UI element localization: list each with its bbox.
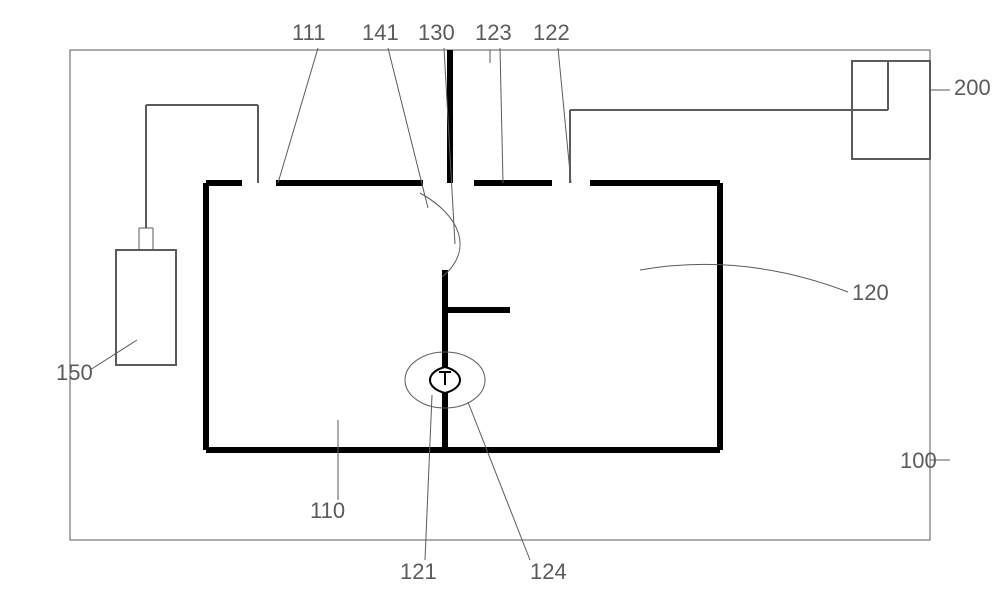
label-123: 123 <box>475 20 512 45</box>
label-141: 141 <box>362 20 399 45</box>
label-124: 124 <box>530 559 567 584</box>
label-120: 120 <box>852 280 889 305</box>
label-111: 111 <box>292 20 325 45</box>
leader-124 <box>468 402 530 560</box>
leader-111 <box>278 48 318 183</box>
label-200: 200 <box>954 75 991 100</box>
label-121: 121 <box>400 559 437 584</box>
label-130: 130 <box>418 20 455 45</box>
label-150: 150 <box>56 360 93 385</box>
valve-arc-right <box>445 367 460 393</box>
outer-frame-100 <box>70 50 930 540</box>
label-100: 100 <box>900 448 937 473</box>
valve-arc-left <box>430 367 445 393</box>
leader-123 <box>500 48 503 183</box>
leader-120 <box>640 264 848 292</box>
leader-121 <box>425 395 432 560</box>
label-110: 110 <box>310 498 345 523</box>
label-122: 122 <box>533 20 570 45</box>
